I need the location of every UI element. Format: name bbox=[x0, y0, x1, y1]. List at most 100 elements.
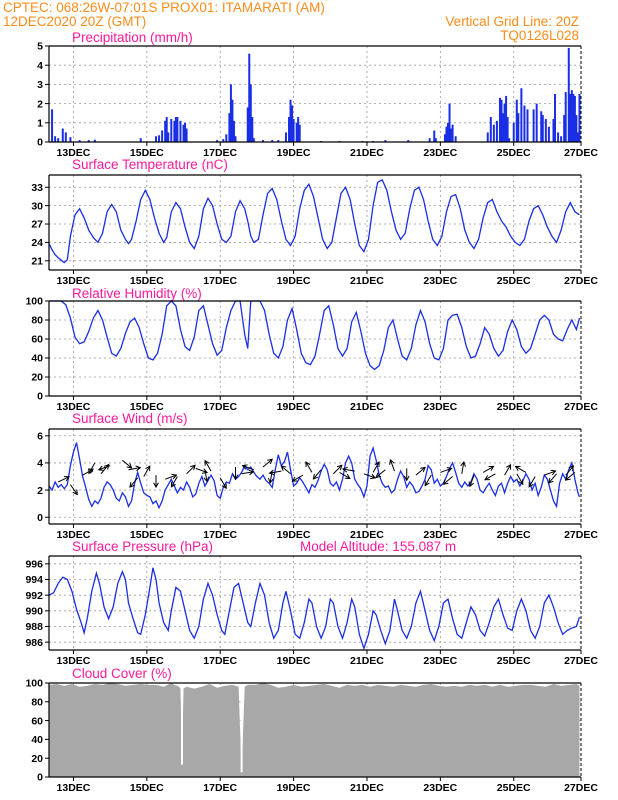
wind-arrow bbox=[165, 473, 178, 480]
temp-ytick-label: 27 bbox=[31, 219, 43, 231]
wind-arrow-shaft bbox=[69, 484, 78, 495]
precip-bar bbox=[231, 99, 234, 142]
wind-arrow bbox=[528, 476, 536, 488]
rh-xtick-label: 23DEC bbox=[423, 401, 457, 413]
precip-bar bbox=[246, 107, 249, 142]
wind-arrow-shaft bbox=[186, 464, 196, 475]
wind-arrow-shaft bbox=[504, 464, 511, 476]
precip-bar bbox=[454, 136, 457, 142]
rh-xtick-label: 15DEC bbox=[130, 401, 164, 413]
temp-xtick-label: 21DEC bbox=[350, 275, 384, 287]
precip-bar bbox=[572, 94, 575, 142]
precip-xtick-label: 17DEC bbox=[203, 147, 237, 159]
precip-bar bbox=[448, 103, 451, 142]
wind-arrow-shaft bbox=[143, 465, 151, 477]
precip-bar bbox=[234, 136, 237, 142]
wind-arrow bbox=[341, 466, 355, 473]
wind-ytick-label: 0 bbox=[37, 512, 43, 524]
precip-bar bbox=[182, 124, 185, 142]
cloud-xtick-label: 25DEC bbox=[497, 782, 531, 794]
precip-bar bbox=[502, 113, 505, 142]
rh-ytick-label: 0 bbox=[37, 391, 43, 403]
pressure-xtick-label: 15DEC bbox=[130, 655, 164, 667]
wind-arrow-shaft bbox=[342, 468, 355, 472]
wind-arrow-shaft bbox=[469, 474, 475, 487]
pressure-ytick-label: 986 bbox=[25, 637, 43, 649]
pressure-ytick-label: 994 bbox=[25, 574, 43, 586]
wind-arrow bbox=[219, 477, 227, 490]
rh-ytick-label: 100 bbox=[25, 296, 43, 308]
wind-arrow bbox=[262, 458, 274, 468]
precip-bar bbox=[57, 138, 60, 142]
wind-arrow-shaft bbox=[204, 460, 212, 472]
precip-xtick-label: 19DEC bbox=[277, 147, 311, 159]
wind-xtick-label: 21DEC bbox=[350, 529, 384, 541]
wind-title: Surface Wind (m/s) bbox=[72, 411, 188, 426]
wind-arrow bbox=[516, 473, 524, 486]
wind-arrow-head bbox=[484, 475, 491, 481]
precip-bar bbox=[165, 117, 168, 142]
wind-arrow-head bbox=[548, 477, 554, 484]
precip-bar bbox=[489, 117, 492, 142]
wind-arrow-head bbox=[97, 465, 104, 471]
precip-bar bbox=[447, 122, 449, 142]
wind-arrow-head bbox=[344, 473, 351, 479]
wind-arrow-head bbox=[268, 477, 274, 484]
pressure-xtick-label: 23DEC bbox=[423, 655, 457, 667]
precip-ytick-label: 0 bbox=[37, 137, 43, 149]
wind-arrow-head bbox=[126, 463, 133, 469]
precip-panel: 0 1 2 3 4 5 13DEC 15DEC 17DEC 19DEC 21DEC 23DEC 25DE… bbox=[37, 41, 598, 159]
precip-bar bbox=[407, 140, 410, 142]
wind-arrow-head bbox=[488, 465, 495, 471]
rh-ytick-label: 80 bbox=[31, 315, 43, 327]
wind-arrow-shaft bbox=[440, 467, 452, 473]
wind-arrow-head bbox=[232, 474, 239, 481]
precip-ytick-label: 2 bbox=[37, 98, 43, 110]
wind-xtick-label: 23DEC bbox=[423, 529, 457, 541]
rh-xtick-label: 13DEC bbox=[57, 401, 91, 413]
precip-bar bbox=[517, 113, 520, 142]
wind-arrow-shaft bbox=[482, 465, 494, 473]
wind-arrow bbox=[143, 465, 151, 477]
precip-bar bbox=[523, 105, 526, 142]
wind-arrow-shaft bbox=[372, 461, 380, 473]
wind-arrow-head bbox=[341, 466, 348, 473]
precip-bar bbox=[503, 103, 506, 142]
wind-arrow-shaft bbox=[516, 473, 524, 485]
wind-arrow-shaft bbox=[544, 470, 556, 476]
header-grid-note: Vertical Grid Line: 20Z bbox=[445, 14, 579, 29]
precip-bar bbox=[505, 95, 508, 142]
precip-bar bbox=[173, 120, 176, 142]
precip-xtick-label: 13DEC bbox=[57, 147, 91, 159]
wind-arrow-shaft bbox=[129, 477, 139, 488]
precip-bar bbox=[434, 138, 437, 142]
wind-arrow-head bbox=[204, 459, 210, 466]
precip-bar bbox=[541, 115, 544, 142]
precip-bar bbox=[170, 118, 173, 142]
precip-bar bbox=[164, 120, 167, 142]
wind-xtick-label: 17DEC bbox=[203, 529, 237, 541]
wind-arrow-head bbox=[518, 479, 524, 486]
wind-arrow-head bbox=[374, 461, 380, 468]
rh-xtick-label: 21DEC bbox=[350, 401, 384, 413]
precip-bar bbox=[298, 124, 301, 142]
wind-arrow-head bbox=[268, 469, 275, 476]
temp-ytick-label: 33 bbox=[31, 182, 43, 194]
wind-arrow bbox=[514, 465, 527, 473]
precip-bar bbox=[229, 84, 232, 142]
precip-bar bbox=[544, 118, 547, 142]
wind-arrow-head bbox=[442, 479, 449, 485]
wind-arrow bbox=[548, 473, 557, 484]
precip-bar bbox=[557, 132, 560, 142]
pressure-xtick-label: 27DEC bbox=[564, 655, 598, 667]
wind-arrow-head bbox=[153, 482, 159, 489]
wind-arrow-shaft bbox=[281, 465, 291, 475]
cloud-xtick-label: 27DEC bbox=[564, 782, 598, 794]
precip-ytick-label: 4 bbox=[37, 60, 43, 72]
wind-arrow-head bbox=[190, 464, 196, 471]
wind-arrow-shaft bbox=[122, 459, 132, 469]
rh-title: Relative Humidity (%) bbox=[72, 286, 202, 301]
pressure-xtick-label: 25DEC bbox=[497, 655, 531, 667]
precip-bar bbox=[248, 53, 251, 142]
wind-arrow bbox=[97, 465, 111, 471]
